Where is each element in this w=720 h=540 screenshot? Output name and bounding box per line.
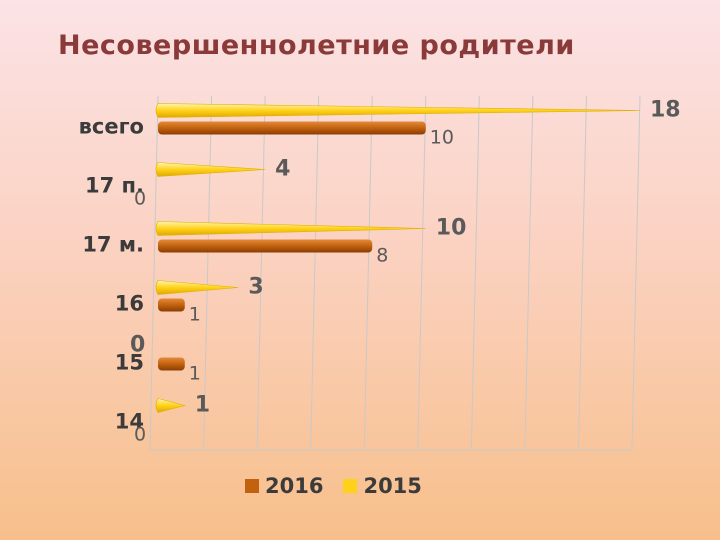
data-label-2015: 3 — [248, 275, 263, 300]
bar-2016 — [158, 239, 373, 253]
gridline — [310, 95, 320, 451]
data-label-2016: 8 — [376, 245, 388, 267]
category-label: 17 п. — [85, 174, 144, 198]
data-label-2015: 0 — [130, 333, 145, 358]
gridline — [256, 95, 266, 451]
data-label-2016: 0 — [134, 424, 146, 446]
data-label-2015: 18 — [650, 98, 681, 123]
bar-2015 — [155, 103, 641, 118]
gridline — [524, 95, 534, 451]
bar-2016 — [158, 298, 185, 312]
category-label: всего — [79, 115, 144, 139]
data-label-2016: 1 — [189, 363, 201, 385]
category-label: 16 — [115, 292, 144, 316]
category-label: 14 — [115, 410, 144, 434]
legend-label-2015: 2015 — [363, 474, 422, 498]
legend: 2016 2015 — [245, 474, 422, 498]
legend-swatch-2016 — [245, 479, 259, 493]
gridline — [203, 95, 213, 451]
legend-item-2016: 2016 — [245, 474, 323, 498]
gridline — [363, 95, 373, 451]
legend-item-2015: 2015 — [343, 474, 422, 498]
data-label-2015: 4 — [275, 157, 290, 182]
bar-2015 — [155, 398, 186, 413]
data-label-2016: 0 — [134, 188, 146, 210]
data-label-2016: 1 — [189, 304, 201, 326]
legend-label-2016: 2016 — [265, 474, 324, 498]
gridline — [577, 95, 587, 451]
data-label-2016: 10 — [430, 127, 454, 149]
bar-2016 — [158, 357, 185, 371]
bar-2015 — [155, 221, 426, 236]
gridline — [631, 95, 641, 451]
data-label-2015: 1 — [195, 393, 210, 418]
bar-2015 — [155, 280, 239, 295]
category-label: 15 — [115, 351, 144, 375]
gridline — [149, 95, 159, 451]
category-label: 17 м. — [82, 233, 144, 257]
gridline — [470, 95, 480, 451]
chart-title: Несовершеннолетние родители — [58, 30, 575, 61]
gridline — [417, 95, 427, 451]
bar-2015 — [155, 162, 266, 177]
legend-swatch-2015 — [343, 479, 358, 493]
bar-2016 — [158, 121, 426, 135]
data-label-2015: 10 — [436, 216, 467, 241]
